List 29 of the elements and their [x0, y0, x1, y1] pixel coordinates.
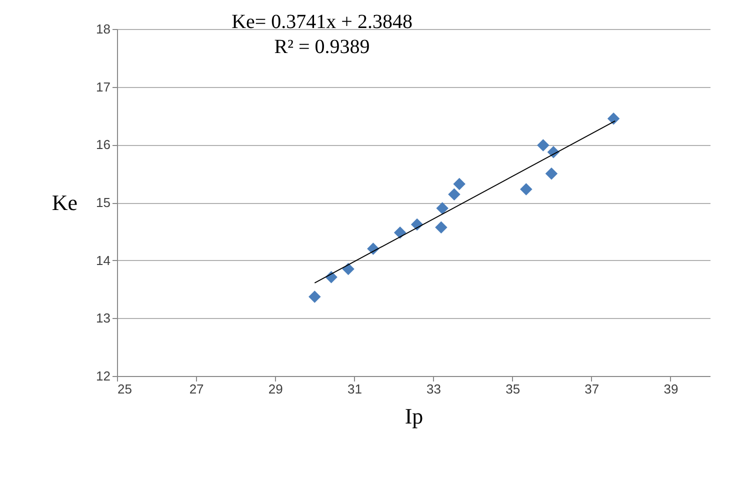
y-axis-title: Ke — [52, 190, 78, 215]
x-axis-title: Ip — [404, 404, 424, 428]
x-tick-label: 29 — [268, 382, 283, 396]
x-tick-label: 35 — [506, 382, 520, 396]
y-tick-label: 12 — [96, 368, 110, 384]
point — [308, 290, 321, 303]
x-tick-label: 25 — [118, 382, 132, 396]
x-tick-label: 37 — [584, 382, 600, 396]
point — [435, 221, 448, 234]
point — [545, 167, 558, 180]
annotation: Ke= 0.3741x + 2.3848 — [232, 11, 412, 33]
point — [607, 112, 620, 125]
y-tick-label: 14 — [96, 252, 110, 268]
x-tick-label: 27 — [189, 382, 204, 396]
point — [537, 139, 550, 152]
point — [436, 202, 448, 214]
point — [448, 188, 460, 201]
y-tick-label: 17 — [96, 79, 110, 94]
y-tick-label: 18 — [96, 22, 110, 36]
x-tick-label: 39 — [664, 382, 678, 396]
y-tick-label: 15 — [96, 195, 110, 210]
point — [520, 183, 532, 196]
x-tick-label: 31 — [347, 382, 362, 396]
x-tick-label: 33 — [426, 382, 441, 396]
y-tick-label: 16 — [96, 137, 110, 152]
annotation: R² = 0.9389 — [274, 36, 370, 58]
point — [394, 226, 406, 239]
y-tick-label: 13 — [96, 310, 110, 326]
point — [453, 178, 466, 190]
